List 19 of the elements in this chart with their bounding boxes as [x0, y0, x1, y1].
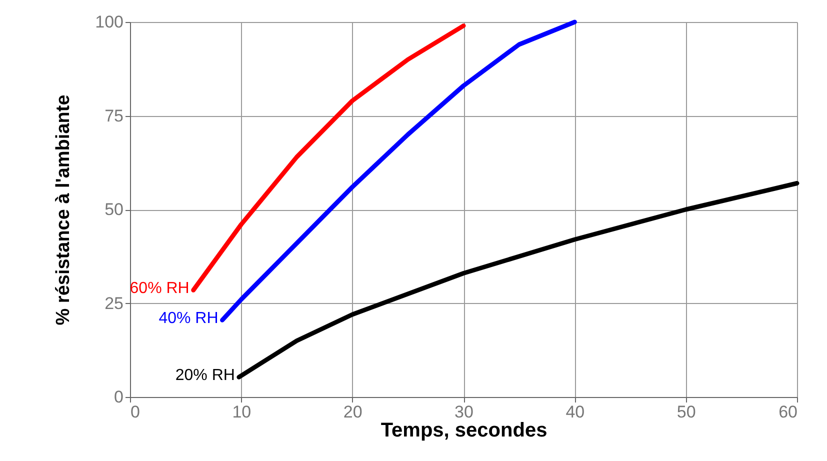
y-tick-label: 100 — [95, 12, 124, 32]
x-tick-label: 40 — [566, 402, 585, 422]
y-axis-title: % résistance à l'ambiante — [53, 94, 74, 326]
y-tick-label: 50 — [104, 200, 124, 219]
x-tick-label: 10 — [232, 402, 252, 422]
x-tick-label: 0 — [130, 402, 140, 422]
series-label: 20% RH — [175, 367, 235, 384]
x-axis-title: Temps, secondes — [380, 420, 548, 442]
x-tick-label: 30 — [454, 402, 474, 422]
series-label: 40% RH — [158, 310, 218, 328]
x-tick-label: 60 — [778, 402, 798, 422]
x-tick-label: 50 — [676, 402, 696, 422]
y-tick-label: 0 — [114, 388, 124, 406]
y-tick-label: 75 — [104, 106, 124, 126]
line-series — [220, 20, 577, 322]
y-tick-label: 25 — [104, 294, 124, 313]
line-series — [191, 24, 466, 292]
x-tick-label: 20 — [343, 402, 362, 422]
line-series — [236, 181, 800, 380]
